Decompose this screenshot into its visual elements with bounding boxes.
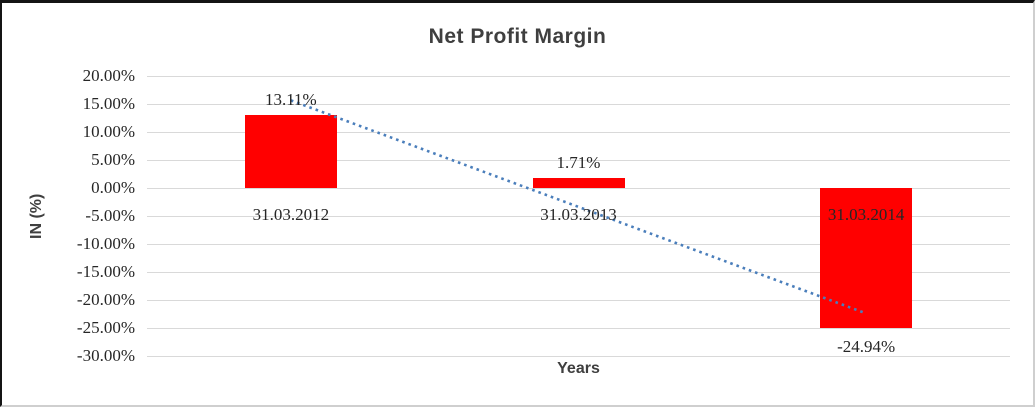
gridline: [147, 103, 1010, 105]
gridline: [147, 271, 1010, 273]
gridline: [147, 187, 1010, 189]
x-axis-title: Years: [557, 360, 600, 377]
y-axis-tick-label: 10.00%: [82, 122, 135, 141]
x-axis-category-label: 31.03.2014: [827, 205, 905, 224]
chart-title: Net Profit Margin: [428, 25, 607, 48]
gridline: [147, 243, 1010, 245]
y-axis-tick-label: -10.00%: [76, 234, 135, 253]
bar-data-label: -24.94%: [837, 336, 896, 356]
y-axis-tick-label: 15.00%: [82, 94, 135, 113]
bar-data-label: 1.71%: [556, 153, 601, 173]
plot-area: 13.11% 31.03.2012 1.71% 31.03.2013 -24.94% 31…: [147, 75, 1010, 357]
y-axis-tick-label: -25.00%: [76, 318, 135, 337]
y-axis-tick-label: 0.00%: [91, 178, 135, 197]
gridline: [147, 215, 1010, 217]
y-axis-tick-label: -20.00%: [76, 290, 135, 309]
bar-31.03.2012: [244, 114, 337, 188]
gridline: [147, 327, 1010, 329]
bar-31.03.2014: [820, 188, 913, 328]
y-axis-tick-label: -30.00%: [76, 346, 135, 365]
y-axis-tick-label: -15.00%: [76, 262, 135, 281]
y-axis-tick-label: 5.00%: [91, 150, 135, 169]
gridline: [147, 299, 1010, 301]
bar-31.03.2013: [532, 178, 625, 188]
y-axis-tick-label: -5.00%: [85, 206, 135, 225]
x-axis-category-label: 31.03.2012: [252, 205, 330, 224]
x-axis-category-label: 31.03.2013: [540, 205, 617, 224]
bar-data-label: 13.11%: [264, 89, 317, 109]
gridline: [147, 131, 1010, 133]
gridline: [147, 75, 1010, 77]
gridline: [147, 159, 1010, 161]
gridline: [147, 355, 1010, 357]
y-axis-tick-label: 20.00%: [82, 66, 135, 85]
